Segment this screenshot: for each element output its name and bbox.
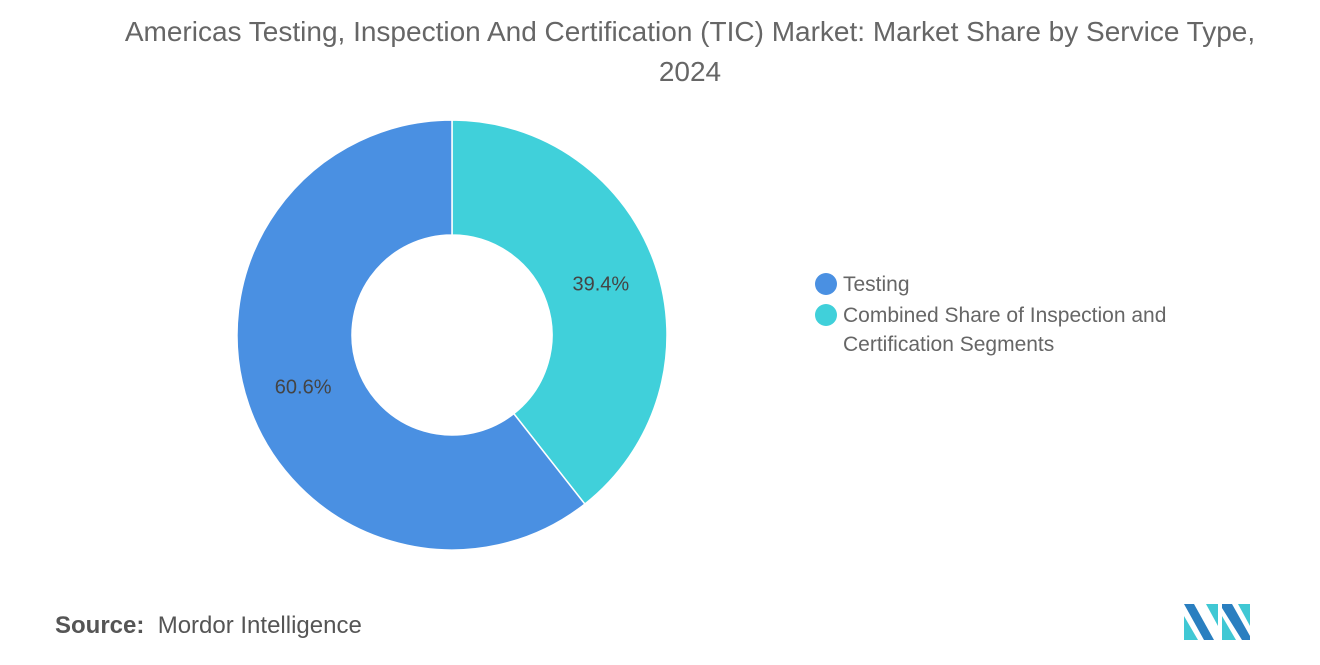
source-value: Mordor Intelligence bbox=[157, 612, 362, 639]
slice-0 bbox=[451, 119, 668, 506]
source-label: Source: bbox=[55, 612, 145, 639]
legend: Testing Combined Share of Inspection and… bbox=[815, 270, 1215, 361]
legend-swatch bbox=[815, 273, 837, 295]
legend-item-testing: Testing bbox=[815, 270, 1215, 299]
legend-item-combined: Combined Share of Inspection and Certifi… bbox=[815, 301, 1215, 359]
slice-1 bbox=[236, 119, 586, 551]
mordor-logo bbox=[1184, 604, 1250, 640]
data-label-0: 39.4% bbox=[572, 274, 629, 296]
legend-swatch bbox=[815, 304, 837, 326]
legend-label: Combined Share of Inspection and Certifi… bbox=[843, 304, 1167, 356]
data-label-1: 60.6% bbox=[275, 376, 332, 398]
legend-label: Testing bbox=[843, 273, 910, 296]
chart-title: Americas Testing, Inspection And Certifi… bbox=[124, 16, 1256, 87]
source: Source: Mordor Intelligence bbox=[55, 612, 362, 640]
